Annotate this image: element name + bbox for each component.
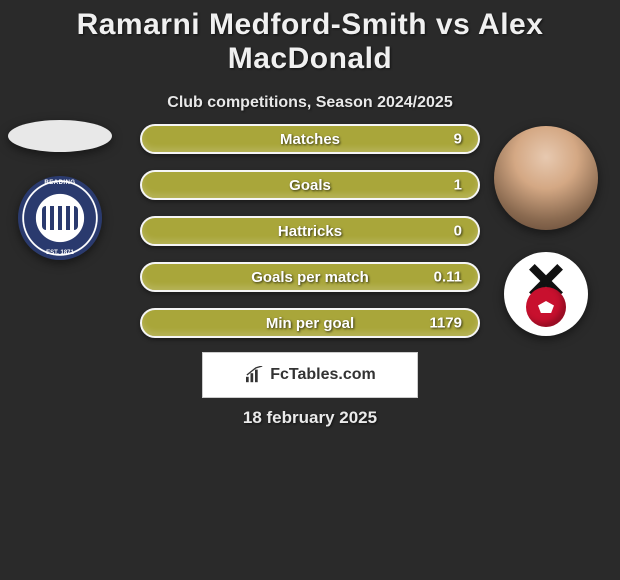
stat-bar-goals: Goals 1	[140, 170, 480, 200]
stat-value: 0	[454, 223, 462, 240]
stat-value: 1179	[429, 315, 462, 332]
stat-bar-gpm: Goals per match 0.11	[140, 262, 480, 292]
comparison-card: Ramarni Medford-Smith vs Alex MacDonald …	[0, 0, 620, 580]
club-logo-rotherham	[504, 252, 588, 336]
fctables-watermark: FcTables.com	[202, 352, 418, 398]
reading-logo-stripes	[42, 206, 78, 230]
page-subtitle: Club competitions, Season 2024/2025	[0, 94, 620, 112]
stat-bar-matches: Matches 9	[140, 124, 480, 154]
chart-icon	[244, 366, 266, 384]
stat-value: 0.11	[434, 269, 462, 286]
right-column	[494, 126, 598, 336]
player-photo-right	[494, 126, 598, 230]
reading-logo-inner	[36, 194, 84, 242]
stat-label: Goals	[289, 177, 331, 194]
club-logo-reading: READING EST. 1871	[18, 176, 102, 260]
page-title: Ramarni Medford-Smith vs Alex MacDonald	[0, 8, 620, 76]
stat-value: 1	[454, 177, 462, 194]
stat-label: Min per goal	[266, 315, 354, 332]
reading-logo-text-bottom: EST. 1871	[46, 250, 74, 256]
generated-date: 18 february 2025	[0, 408, 620, 428]
stat-label: Goals per match	[251, 269, 369, 286]
player-photo-left	[8, 120, 112, 152]
stat-label: Hattricks	[278, 223, 342, 240]
fctables-label: FcTables.com	[270, 366, 376, 384]
stat-bars: Matches 9 Goals 1 Hattricks 0 Goals per …	[140, 124, 480, 338]
stat-bar-hattricks: Hattricks 0	[140, 216, 480, 246]
rotherham-badge	[511, 259, 581, 329]
stat-label: Matches	[280, 131, 340, 148]
stat-value: 9	[454, 131, 462, 148]
reading-logo-text-top: READING	[44, 180, 75, 186]
stat-bar-mpg: Min per goal 1179	[140, 308, 480, 338]
left-column: READING EST. 1871	[8, 120, 112, 260]
